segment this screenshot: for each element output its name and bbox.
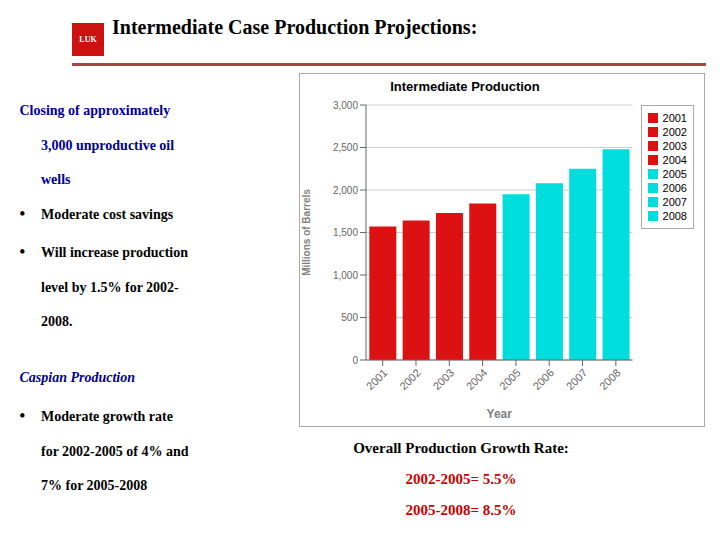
svg-text:2007: 2007	[564, 366, 590, 392]
html-text:2008: 2008	[662, 210, 687, 222]
svg-text:500: 500	[341, 312, 358, 323]
html-text:Caspian Production: Caspian Production	[19, 370, 135, 385]
html-text:for 2002-2005 of 4% and: for 2002-2005 of 4% and	[41, 444, 189, 459]
html-text:7% for 2005-2008: 7% for 2005-2008	[41, 478, 148, 493]
html-text:wells: wells	[41, 172, 71, 187]
html-text:2005: 2005	[662, 168, 687, 180]
html-text:LUK: LUK	[79, 35, 97, 44]
html-text:Will increase production: Will increase production	[41, 245, 188, 260]
html-text:2001: 2001	[662, 112, 687, 124]
svg-text:2,500: 2,500	[333, 142, 358, 153]
svg-text:2001: 2001	[364, 366, 390, 392]
html-text:Closing of approximately: Closing of approximately	[19, 103, 171, 118]
svg-text:2003: 2003	[430, 366, 456, 392]
html-text:2005-2008= 8.5%: 2005-2008= 8.5%	[405, 502, 517, 518]
html-text:2008.: 2008.	[41, 314, 73, 329]
html-text:level by 1.5% for 2002-: level by 1.5% for 2002-	[41, 280, 179, 295]
html-text:2004: 2004	[662, 154, 687, 166]
html-text:2007: 2007	[662, 196, 687, 208]
html-text:2002-2005= 5.5%: 2002-2005= 5.5%	[405, 471, 517, 487]
svg-text:2005: 2005	[497, 366, 523, 392]
html-text:2006: 2006	[662, 182, 687, 194]
svg-text:3,000: 3,000	[333, 100, 358, 111]
html-text:Moderate growth rate: Moderate growth rate	[41, 409, 173, 424]
html-text:Intermediate Case Production P: Intermediate Case Production Projections…	[112, 16, 478, 38]
svg-text:Millions of Barrels: Millions of Barrels	[301, 189, 312, 276]
svg-text:2002: 2002	[397, 366, 423, 392]
svg-text:2,000: 2,000	[333, 185, 358, 196]
svg-text:2006: 2006	[530, 366, 556, 392]
svg-text:2008: 2008	[597, 366, 623, 392]
svg-text:1,500: 1,500	[333, 227, 358, 238]
svg-text:1,000: 1,000	[333, 270, 358, 281]
html-text:Overall Production Growth Rate: Overall Production Growth Rate:	[353, 440, 569, 456]
html-text:2003: 2003	[662, 140, 687, 152]
html-text:Moderate cost savings: Moderate cost savings	[41, 207, 174, 222]
svg-text:2004: 2004	[464, 366, 490, 392]
html-text:2002: 2002	[662, 126, 687, 138]
svg-text:Year: Year	[487, 407, 513, 421]
html-text:Intermediate Production: Intermediate Production	[390, 79, 540, 94]
svg-text:0: 0	[352, 355, 358, 366]
html-text:3,000 unproductive oil: 3,000 unproductive oil	[41, 138, 175, 153]
